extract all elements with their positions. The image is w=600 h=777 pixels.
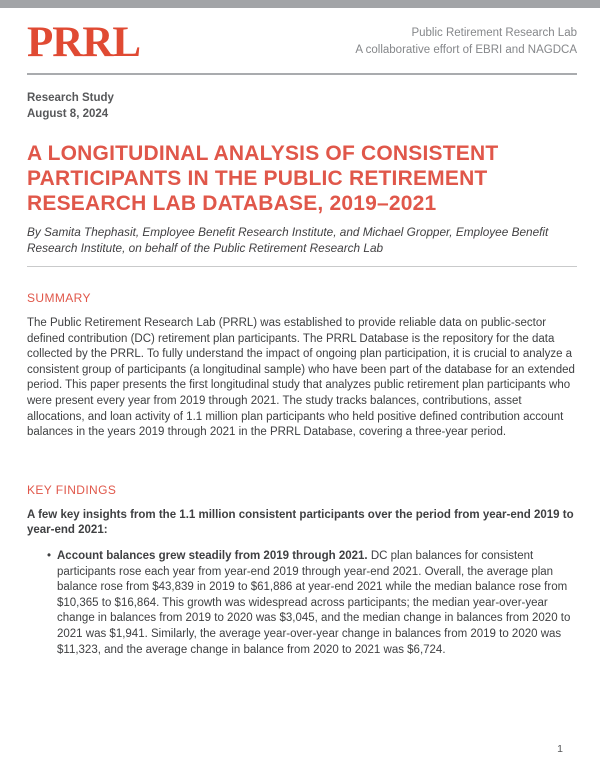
- top-gray-bar: [0, 0, 600, 8]
- org-name: Public Retirement Research Lab: [411, 27, 577, 39]
- key-findings-intro: A few key insights from the 1.1 million …: [27, 508, 574, 537]
- header-org-block: Public Retirement Research Lab A collabo…: [355, 25, 577, 59]
- header-divider: [27, 73, 577, 75]
- page-content: PRRL Public Retirement Research Lab A co…: [0, 20, 600, 658]
- key-findings-heading: KEY FINDINGS: [27, 482, 117, 497]
- bullet-lead: Account balances grew steadily from 2019…: [57, 549, 368, 562]
- summary-heading: SUMMARY: [27, 291, 91, 305]
- page-title: A LONGITUDINAL ANALYSIS OF CONSISTENT PA…: [27, 142, 499, 215]
- byline: By Samita Thephasit, Employee Benefit Re…: [27, 225, 549, 255]
- key-findings-list: Account balances grew steadily from 2019…: [27, 549, 577, 658]
- doc-type: Research Study: [27, 92, 114, 104]
- page-number: 1: [557, 743, 563, 755]
- doc-meta: Research Study August 8, 2024: [27, 90, 577, 122]
- org-tagline: A collaborative effort of EBRI and NAGDC…: [355, 44, 577, 56]
- key-findings-item: Account balances grew steadily from 2019…: [27, 549, 577, 658]
- prrl-logo: PRRL: [27, 19, 141, 66]
- bullet-text: DC plan balances for consistent particip…: [57, 549, 571, 656]
- byline-divider: [27, 266, 577, 267]
- summary-body: The Public Retirement Research Lab (PRRL…: [27, 317, 575, 439]
- doc-date: August 8, 2024: [27, 108, 109, 120]
- document-header: PRRL Public Retirement Research Lab A co…: [27, 20, 577, 66]
